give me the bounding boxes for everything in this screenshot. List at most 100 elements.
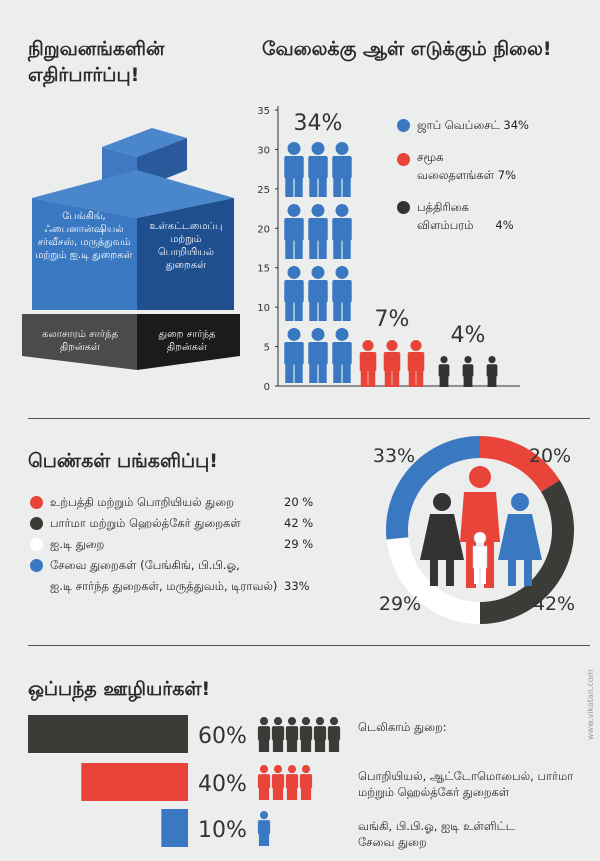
bar-person-0 xyxy=(284,266,304,321)
legend-social-line1: சமூக xyxy=(417,150,444,164)
y-tick-label: 10 xyxy=(257,303,270,314)
hiring-legend: ஜாப் வெப்சைட் 34% சமூக வலைதளங்கள் 7% பத்… xyxy=(395,113,595,243)
contract-person-0 xyxy=(285,717,299,752)
y-tick-label: 0 xyxy=(264,382,270,393)
section1-title-line1: நிறுவனங்களின் xyxy=(28,38,165,60)
section1-title: நிறுவனங்களின் எதிர்பார்ப்பு! xyxy=(28,36,164,88)
contract-label-engineering-line1: பொறியியல், ஆட்டோமொபைல், பார்மா xyxy=(358,769,574,783)
bar-person-2 xyxy=(486,356,498,387)
bar-value-label-0: 34% xyxy=(294,111,343,136)
bar-person-0 xyxy=(284,204,304,259)
legend-pharma-value: 42 % xyxy=(284,516,314,530)
bar-value-label-2: 4% xyxy=(451,323,486,348)
legend-dot-newspaper xyxy=(397,201,410,214)
box-top-left-label: பேங்கிங், ஃபைனான்ஷியல் சர்வீசஸ், மருத்து… xyxy=(35,211,133,261)
box-bottom-left-label: கலாசாரம் சார்ந்த திறன்கள் xyxy=(42,329,118,353)
watermark: www.vikatan.com xyxy=(586,669,595,740)
contract-person-2 xyxy=(257,811,271,846)
legend-dot-manufacturing xyxy=(30,496,43,509)
family-icon xyxy=(420,466,542,588)
contract-label-service-line1: வங்கி, பி.பி.ஓ, ஐடி உள்ளிட்ட xyxy=(358,819,515,833)
bar-person-0 xyxy=(332,328,352,383)
contract-person-0 xyxy=(271,717,285,752)
bar-person-1 xyxy=(407,340,425,387)
y-tick-label: 25 xyxy=(257,185,270,196)
bar-person-0 xyxy=(284,328,304,383)
legend-newspaper-line1: பத்திரிகை xyxy=(417,200,469,214)
contract-bar-2 xyxy=(161,809,188,847)
donut-value-label-0: 20% xyxy=(529,445,571,467)
bar-person-2 xyxy=(462,356,474,387)
donut-slice-2 xyxy=(386,537,480,624)
contract-bar-1 xyxy=(81,763,188,801)
pyramid-mid-left xyxy=(32,198,137,310)
bar-person-2 xyxy=(438,356,450,387)
legend-service-value: 33% xyxy=(284,579,310,593)
hiring-title: வேலைக்கு ஆள் எடுக்கும் நிலை! xyxy=(262,38,552,60)
bar-person-0 xyxy=(332,204,352,259)
women-donut-chart: 20% 42% 29% 33% xyxy=(373,436,575,624)
bar-person-1 xyxy=(359,340,377,387)
contract-label-telecom: டெலிகாம் துறை: xyxy=(358,720,447,734)
contract-label-engineering-line2: மற்றும் ஹெல்த்கேர் துறைகள் xyxy=(358,785,510,799)
women-legend: உற்பத்தி மற்றும் பொறியியல் துறை 20 % பார… xyxy=(28,492,328,602)
contract-label-service-line2: சேவை துறை xyxy=(358,835,427,849)
divider-2 xyxy=(28,645,590,646)
contract-person-1 xyxy=(299,765,313,800)
pyramid-mid-cap xyxy=(32,170,234,218)
pyramid-bottom-left xyxy=(22,314,137,370)
pyramid-top-cap xyxy=(102,128,187,157)
bar-person-0 xyxy=(284,142,304,197)
box-top-right-label: உள்கட்டமைப்பு மற்றும் பொறியியல் துறைகள் xyxy=(149,221,223,271)
contract-pct-0: 60% xyxy=(198,724,247,749)
contract-person-1 xyxy=(285,765,299,800)
legend-manufacturing-value: 20 % xyxy=(284,495,314,509)
contract-person-1 xyxy=(257,765,271,800)
y-tick-label: 5 xyxy=(264,343,270,354)
contract-pct-2: 10% xyxy=(198,818,247,843)
section1-title-line2: எதிர்பார்ப்பு! xyxy=(28,64,140,86)
contract-person-0 xyxy=(299,717,313,752)
legend-dot-pharma xyxy=(30,517,43,530)
donut-value-label-1: 42% xyxy=(533,593,575,615)
contract-person-0 xyxy=(327,717,341,752)
contract-person-1 xyxy=(271,765,285,800)
legend-manufacturing: உற்பத்தி மற்றும் பொறியியல் துறை xyxy=(50,495,234,509)
legend-social-line2: வலைதளங்கள் 7% xyxy=(417,168,517,182)
legend-service-line1: சேவை துறைகள் (பேங்கிங், பி.பி.ஓ, xyxy=(50,558,240,572)
contract-bar-0 xyxy=(28,715,188,753)
bar-person-0 xyxy=(332,266,352,321)
legend-pharma: பார்மா மற்றும் ஹெல்த்கேர் துறைகள் xyxy=(50,516,241,530)
bar-person-0 xyxy=(308,328,328,383)
divider-1 xyxy=(28,418,590,419)
bar-person-0 xyxy=(308,266,328,321)
legend-dot-job-website xyxy=(397,119,410,132)
pyramid-mid-right xyxy=(137,198,234,310)
contract-person-0 xyxy=(257,717,271,752)
legend-dot-social xyxy=(397,153,410,166)
legend-it-value: 29 % xyxy=(284,537,314,551)
y-tick-label: 35 xyxy=(257,106,270,117)
contract-pct-1: 40% xyxy=(198,772,247,797)
donut-value-label-3: 33% xyxy=(373,445,415,467)
donut-slice-1 xyxy=(480,480,574,624)
legend-it: ஐ.டி துறை xyxy=(50,537,105,551)
bar-value-label-1: 7% xyxy=(375,307,410,332)
contract-chart: 60% 40% 10% xyxy=(28,715,341,847)
bar-person-0 xyxy=(308,142,328,197)
legend-dot-service xyxy=(30,559,43,572)
donut-slice-3 xyxy=(386,436,480,540)
bar-person-0 xyxy=(332,142,352,197)
hiring-chart: 0 5 10 15 20 25 30 35 34% 7% 4% xyxy=(257,106,520,393)
box-bottom-right-label: துறை சார்ந்த திறன்கள் xyxy=(158,329,216,353)
donut-slice-0 xyxy=(480,436,560,492)
contract-title: ஒப்பந்த ஊழியர்கள்! xyxy=(28,678,211,700)
legend-job-website: ஜாப் வெப்சைட் 34% xyxy=(417,118,529,132)
y-tick-label: 15 xyxy=(257,264,270,275)
pyramid-bottom-right xyxy=(137,314,240,370)
y-tick-label: 30 xyxy=(257,145,270,156)
women-title: பெண்கள் பங்களிப்பு! xyxy=(28,450,218,472)
legend-service-line2: ஐ.டி சார்ந்த துறைகள், மருத்துவம், டிராவல… xyxy=(50,579,278,593)
contract-person-0 xyxy=(313,717,327,752)
expectation-pyramid xyxy=(22,128,240,370)
